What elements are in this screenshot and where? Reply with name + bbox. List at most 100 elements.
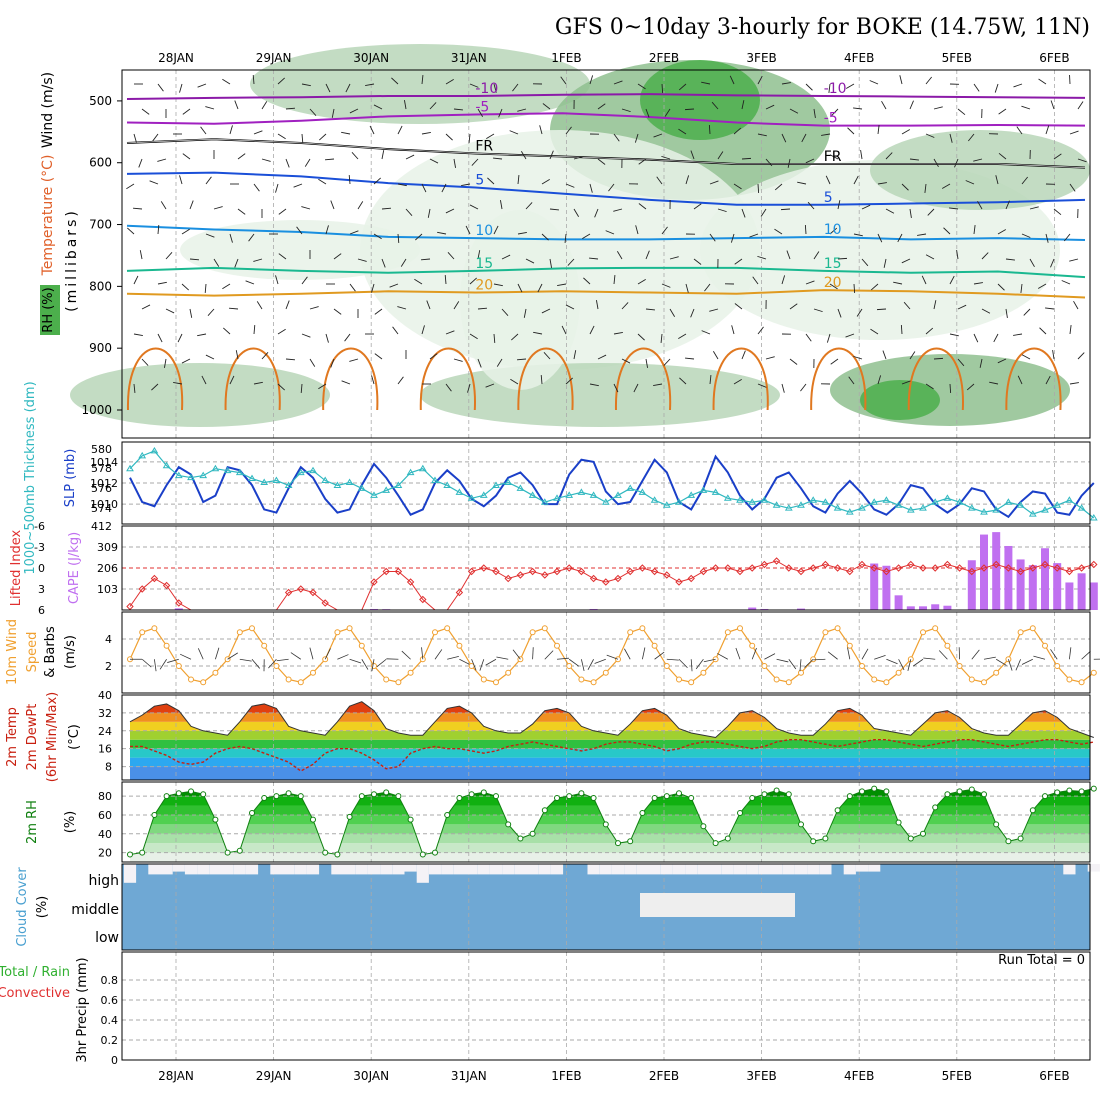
thickness-marker: [504, 478, 513, 486]
wind-barb: [1077, 158, 1087, 163]
rh-marker: [188, 788, 194, 795]
wind-barb: [445, 133, 453, 141]
wind-barb: [882, 350, 887, 360]
thickness-tick-574: 574: [91, 502, 112, 515]
bottom-date-label-28JAN: 28JAN: [158, 1069, 194, 1083]
wind-barb: [774, 183, 783, 191]
wind-barb: [1020, 283, 1023, 293]
wind-ylabel-3: & Barbs: [43, 626, 58, 678]
wind-barb: [807, 201, 815, 210]
wind-speed-marker: [1078, 679, 1085, 686]
wind-barb: [330, 200, 335, 210]
wind-barb: [397, 125, 403, 135]
rh-marker: [468, 791, 475, 798]
wind-barb: [973, 333, 979, 343]
wind-barb: [541, 178, 550, 185]
thickness-marker: [748, 498, 757, 505]
lifted-index-marker: [138, 585, 146, 593]
wind-barb: [467, 383, 471, 393]
rh-marker: [700, 823, 707, 830]
rh-marker: [676, 790, 682, 797]
rh-marker: [627, 838, 634, 845]
thickness-marker: [601, 498, 610, 505]
high-cloud-gap: [1063, 864, 1076, 875]
pressure-tick-500: 500: [89, 94, 112, 108]
wind-barb: [925, 76, 933, 85]
bottom-date-label-29JAN: 29JAN: [256, 1069, 292, 1083]
isotherm-line: [126, 93, 1086, 101]
wind-barb: [301, 133, 304, 144]
wind-barb: [997, 283, 1005, 291]
rh-marker: [663, 793, 670, 800]
wind-barb: [181, 358, 191, 364]
wind-barb: [285, 107, 296, 110]
high-cloud-gap: [782, 864, 795, 875]
wind-barb: [645, 358, 649, 368]
lifted-index-marker: [736, 567, 744, 576]
high-cloud-gap: [428, 864, 442, 875]
lifted-index-marker: [553, 567, 561, 576]
wind-barb: [549, 258, 553, 268]
precip-tick-0.8: 0.8: [101, 974, 119, 987]
wind-barb: [765, 104, 775, 110]
wind-barb: [429, 102, 437, 110]
wind-barb: [501, 308, 509, 316]
precip-tick-0: 0: [111, 1054, 118, 1067]
rh-marker: [749, 795, 756, 801]
wind-speed-marker: [883, 679, 890, 686]
wind-barb: [138, 158, 143, 168]
wind-barb: [949, 383, 952, 394]
wind-barb: [845, 333, 855, 338]
wind-barb: [595, 300, 599, 310]
wind-barb: [278, 208, 287, 215]
wind-barb: [881, 100, 887, 110]
rh-marker: [175, 790, 182, 797]
rh-band: [130, 843, 1090, 853]
rh-marker: [127, 851, 133, 858]
wind-barb: [179, 83, 183, 93]
wind-barb: [957, 108, 966, 116]
wind-speed-marker: [395, 679, 402, 686]
wind-barb: [901, 183, 909, 191]
wind-barb: [998, 152, 1007, 160]
temp-band: [130, 766, 1090, 780]
wind-barb: [341, 380, 351, 385]
thickness-marker: [443, 481, 452, 488]
wind-barb: [1016, 126, 1023, 135]
rh-marker: [541, 807, 548, 814]
isotherm-25-bulge: [712, 347, 769, 411]
rh-shading: [70, 363, 330, 427]
li-ylabel: Lifted Index: [9, 529, 24, 606]
lifted-index-marker: [968, 567, 976, 576]
wind-speed-marker: [139, 629, 146, 636]
thickness-marker: [272, 476, 281, 484]
wind-barb: [781, 383, 785, 393]
rh-marker: [139, 849, 146, 856]
rh-shading: [870, 130, 1090, 210]
wind-barb: [941, 183, 951, 189]
wind-speed-marker: [639, 625, 646, 632]
wind-barb: [496, 358, 503, 367]
wind-barb: [421, 647, 424, 660]
wind-barb: [401, 650, 411, 660]
isotherm-label: -5: [824, 111, 838, 127]
wind-barb: [860, 150, 863, 160]
isotherm-25-bulge: [614, 347, 672, 411]
wind-speed-marker: [993, 669, 1000, 676]
wind-speed-line: [129, 627, 1095, 683]
wind-barb: [642, 647, 646, 660]
wind-barb: [285, 300, 290, 310]
wind-barb: [847, 127, 855, 135]
wind-barb: [956, 250, 959, 260]
wind-barb: [256, 301, 263, 310]
wind-speed-marker: [700, 669, 707, 676]
wind-barb: [405, 154, 415, 160]
panel-frame-li: [121, 525, 1091, 611]
thickness-marker: [760, 496, 769, 503]
wind-barb: [253, 324, 256, 335]
wind-barb: [927, 208, 935, 216]
precip-tick-0.4: 0.4: [101, 1014, 119, 1027]
wind-speed-marker: [444, 625, 451, 632]
wind-barb: [167, 658, 179, 663]
wind-barb: [897, 233, 903, 243]
